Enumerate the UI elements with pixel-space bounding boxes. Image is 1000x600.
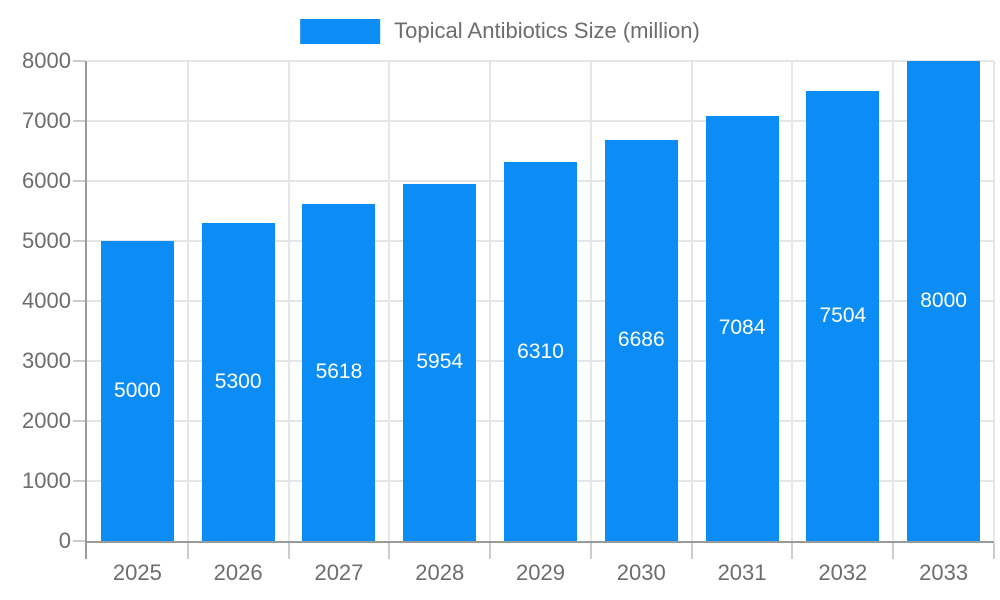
y-axis-tick <box>73 480 85 482</box>
bar-value-label: 5300 <box>214 370 262 393</box>
x-axis-tick <box>186 543 189 559</box>
y-axis-tick <box>73 300 85 302</box>
v-gridline <box>287 61 290 541</box>
bar-value-label: 5000 <box>114 379 161 402</box>
y-axis-label: 0 <box>58 528 71 553</box>
v-gridline <box>186 61 189 541</box>
h-gridline <box>87 120 994 122</box>
y-axis-label: 3000 <box>22 348 71 373</box>
x-axis-label: 2026 <box>213 560 263 585</box>
bar-2030[interactable]: 6686 <box>604 139 678 541</box>
bar-2027[interactable]: 5618 <box>302 203 376 541</box>
x-axis-tick <box>589 543 592 559</box>
bar-value-label: 8000 <box>920 289 967 312</box>
x-axis-tick <box>287 543 290 559</box>
y-axis-tick <box>73 120 85 122</box>
y-axis-tick <box>73 360 85 362</box>
x-axis-label: 2033 <box>919 560 969 585</box>
y-axis-label: 8000 <box>22 48 71 73</box>
h-gridline <box>87 60 994 62</box>
x-axis-tick <box>993 543 995 559</box>
bar-value-label: 6310 <box>517 339 564 363</box>
x-axis-tick <box>388 543 391 559</box>
x-axis-label: 2028 <box>415 560 465 585</box>
x-axis-label: 2031 <box>717 560 767 585</box>
x-axis-label: 2025 <box>112 560 162 585</box>
v-gridline <box>489 61 492 541</box>
x-axis-label: 2032 <box>818 560 868 585</box>
v-gridline <box>791 61 794 541</box>
v-gridline <box>993 61 995 541</box>
x-axis-tick <box>892 543 895 559</box>
x-axis-tick <box>489 543 492 559</box>
bar-value-label: 7504 <box>819 303 867 327</box>
v-gridline <box>589 61 592 541</box>
v-gridline <box>388 61 391 541</box>
bar-2029[interactable]: 6310 <box>504 162 577 541</box>
x-axis-tick <box>791 543 794 559</box>
x-axis-label: 2029 <box>516 560 565 585</box>
plot-area: 5000 5300 5618 5954 6310 6686 7084 7504 8000 <box>73 60 995 559</box>
y-axis-tick <box>73 420 85 422</box>
bar-value-label: 6686 <box>617 328 665 352</box>
bar-2033[interactable]: 8000 <box>907 61 981 541</box>
bar-2031[interactable]: 7084 <box>705 115 779 541</box>
y-axis-label: 4000 <box>22 288 71 313</box>
y-axis-tick <box>73 240 85 242</box>
bar-2026[interactable]: 5300 <box>201 223 275 541</box>
y-axis-label: 5000 <box>22 228 71 253</box>
bar-2032[interactable]: 7504 <box>806 90 880 541</box>
bar-2028[interactable]: 5954 <box>403 183 477 541</box>
bar-2025[interactable]: 5000 <box>100 241 174 541</box>
bar-value-label: 5618 <box>315 360 363 384</box>
y-axis-label: 6000 <box>22 168 71 193</box>
y-axis-tick <box>73 180 85 182</box>
x-axis-label: 2030 <box>616 560 666 585</box>
v-gridline <box>690 61 693 541</box>
x-axis-tick <box>85 543 87 559</box>
v-gridline <box>892 61 895 541</box>
legend-label: Topical Antibiotics Size (million) <box>394 18 700 43</box>
x-axis-tick <box>690 543 693 559</box>
x-axis-label: 2027 <box>314 560 364 585</box>
y-axis-tick <box>73 540 85 542</box>
bar-value-label: 7084 <box>718 316 766 340</box>
bar-value-label: 5954 <box>416 350 464 374</box>
legend-swatch-icon <box>300 18 381 44</box>
y-axis-label: 2000 <box>22 408 71 433</box>
y-axis-label: 1000 <box>22 468 71 493</box>
legend-item[interactable]: Topical Antibiotics Size (million) <box>300 18 700 44</box>
y-axis-tick <box>73 60 85 62</box>
y-axis-label: 7000 <box>22 108 71 133</box>
